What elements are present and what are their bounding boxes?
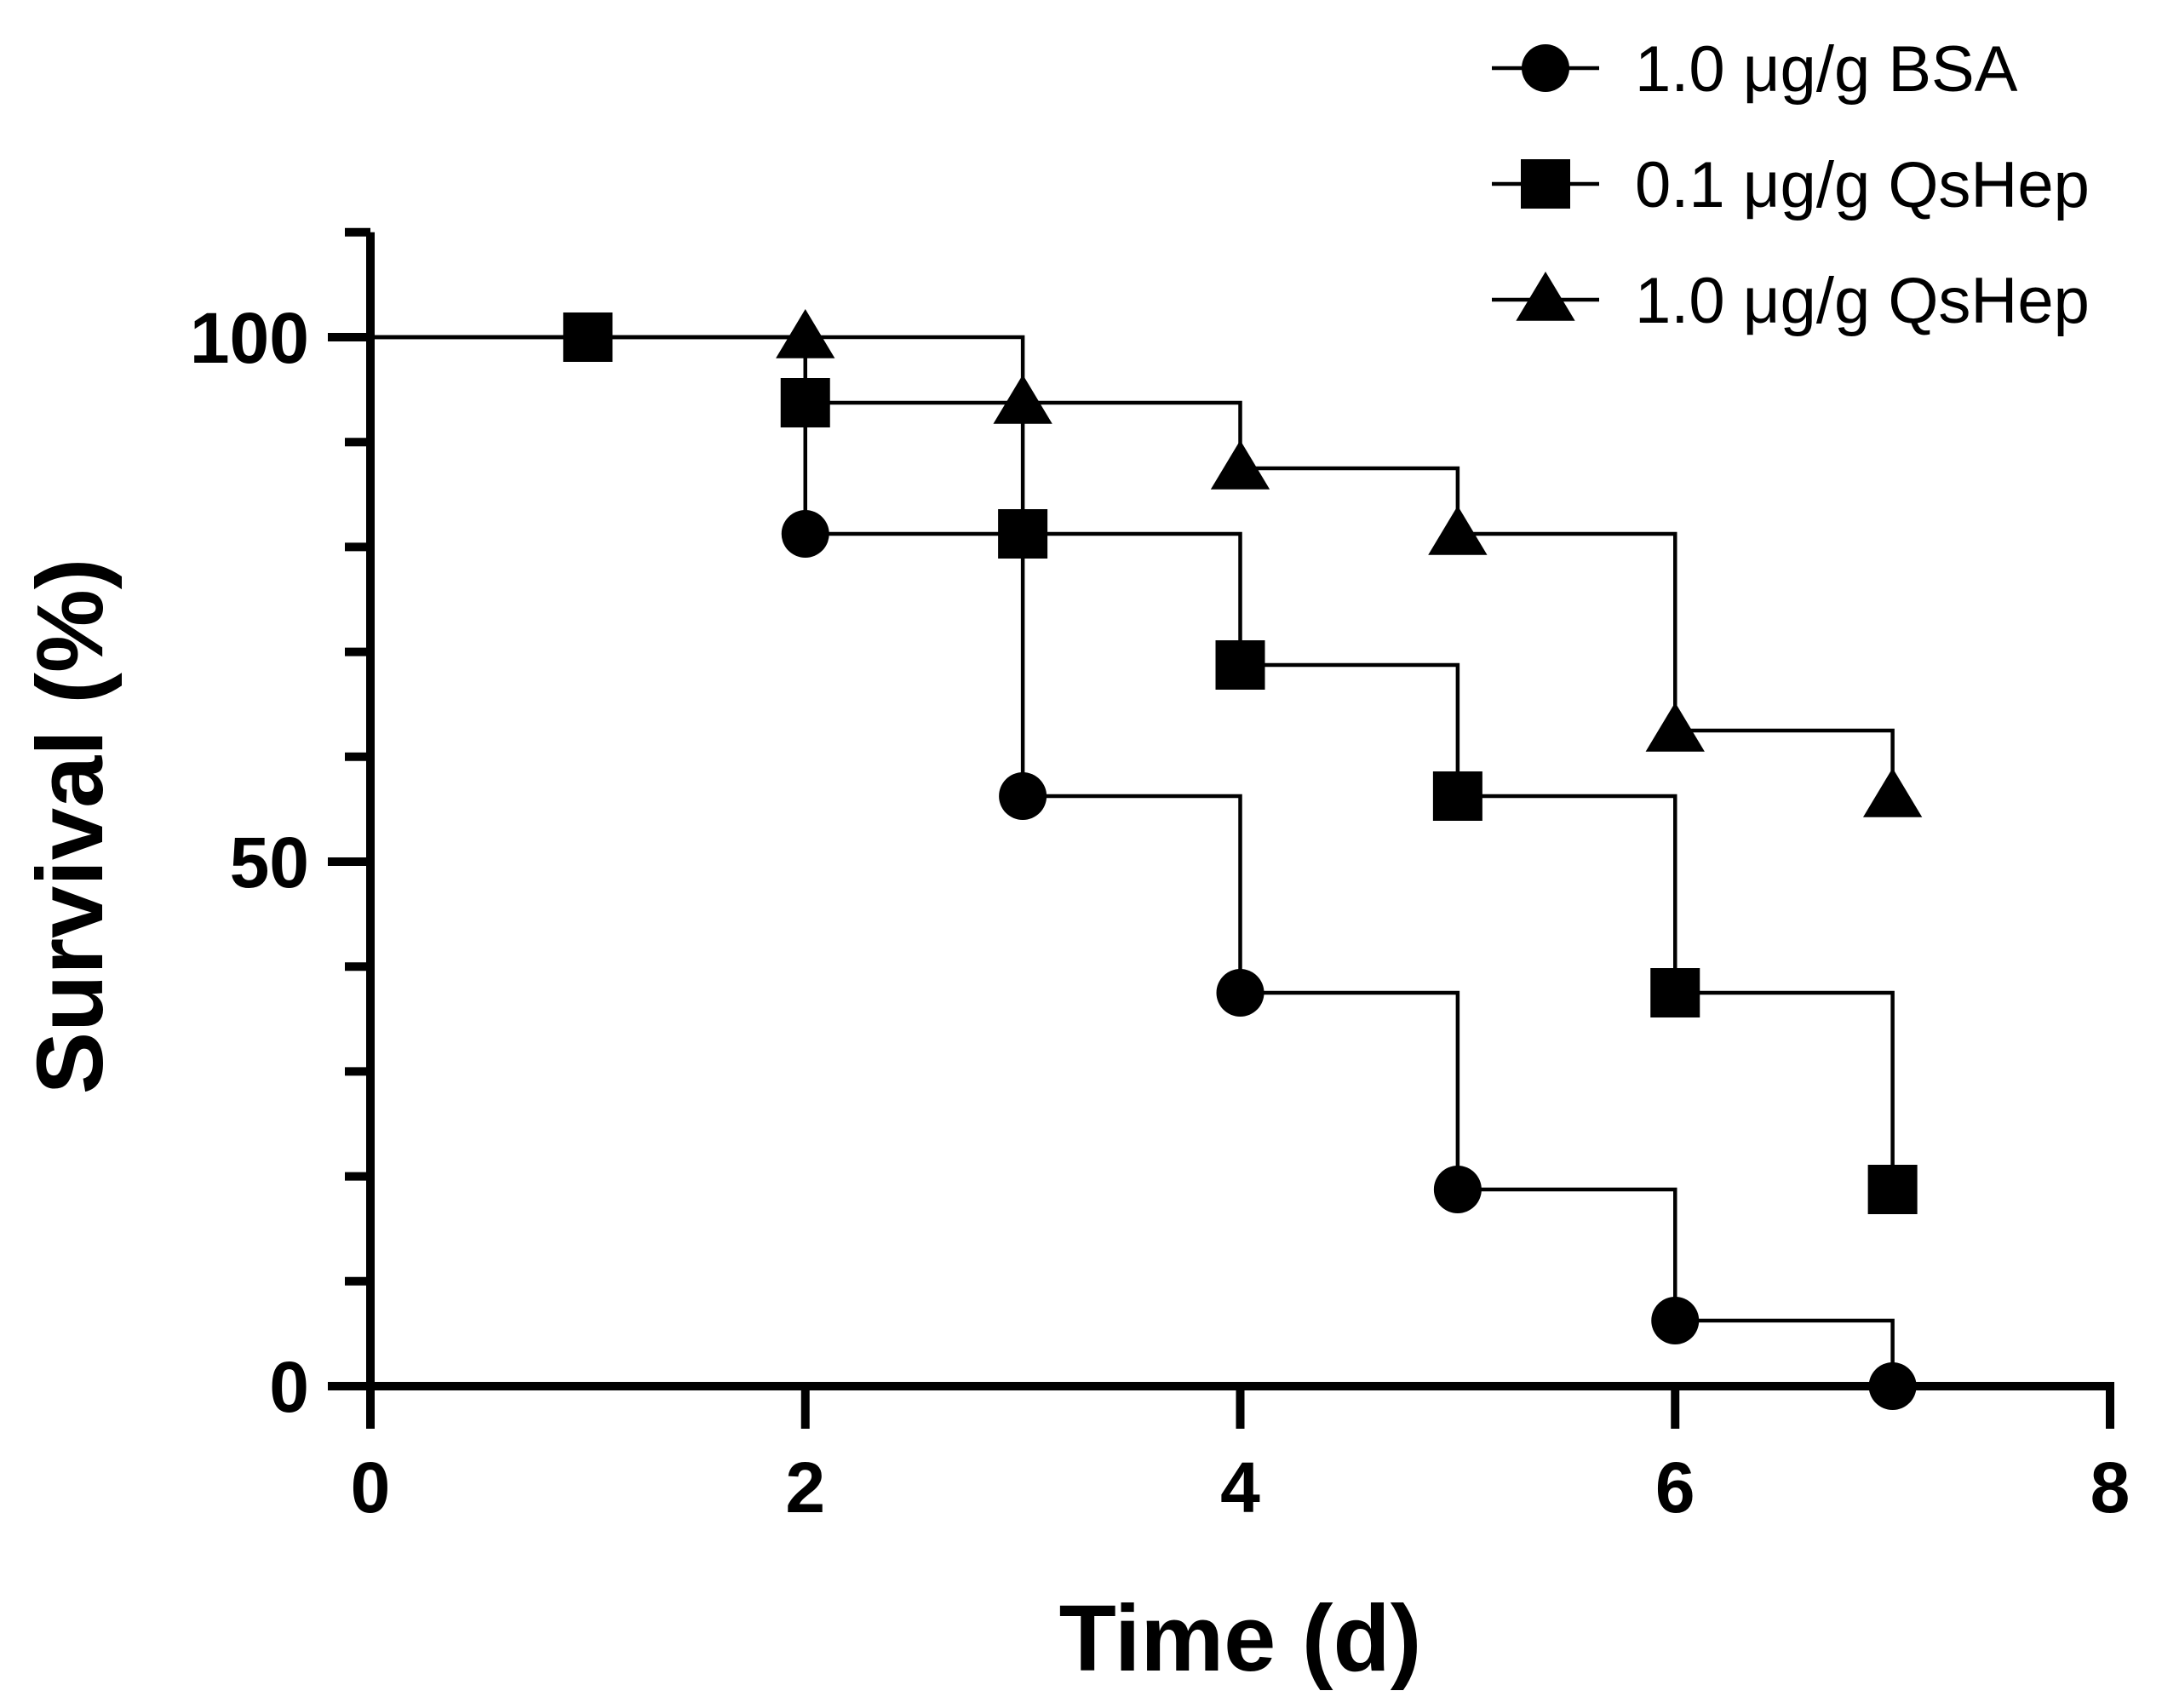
data-point-square <box>780 378 830 427</box>
legend-marker-square <box>1521 159 1570 209</box>
legend-entry: 1.0 μg/g QsHep <box>1492 265 2090 337</box>
data-point-circle <box>999 772 1047 820</box>
y-tick-label: 100 <box>190 298 309 378</box>
series-circle <box>370 313 1917 1410</box>
plot-area <box>370 309 1923 1410</box>
axes: 0 2 4 6 8 0 50 100 <box>190 227 2130 1527</box>
y-tick-label: 50 <box>230 822 309 903</box>
data-point-triangle <box>1645 702 1705 752</box>
series-triangle <box>370 309 1923 817</box>
data-point-circle <box>1651 1297 1700 1344</box>
x-axis-title: Time (d) <box>1059 1586 1422 1691</box>
data-point-square <box>1432 771 1482 821</box>
data-point-square <box>1867 1165 1918 1214</box>
legend-label: 1.0 μg/g BSA <box>1635 33 2018 106</box>
legend-label: 1.0 μg/g QsHep <box>1635 265 2090 337</box>
series-line-square <box>370 335 1895 1189</box>
legend-marker-triangle <box>1516 272 1575 321</box>
x-tick-label: 0 <box>351 1447 391 1527</box>
data-point-circle <box>1433 1166 1482 1213</box>
data-point-triangle <box>993 375 1052 424</box>
series-square <box>370 312 1918 1214</box>
data-point-square <box>1650 968 1700 1017</box>
y-tick-label: 0 <box>269 1347 309 1427</box>
x-tick-label: 4 <box>1220 1447 1260 1527</box>
data-point-square <box>1215 640 1265 690</box>
legend-entry: 0.1 μg/g QsHep <box>1492 149 2090 221</box>
data-point-triangle <box>776 309 835 358</box>
data-point-triangle <box>1210 440 1270 490</box>
data-point-circle <box>1216 969 1265 1017</box>
legend-marker-circle <box>1522 44 1569 92</box>
legend: 1.0 μg/g BSA 0.1 μg/g QsHep 1.0 μg/g QsHep <box>1492 33 2090 337</box>
legend-label: 0.1 μg/g QsHep <box>1635 149 2090 221</box>
data-point-circle <box>781 510 829 558</box>
y-ticks: 0 50 100 <box>190 227 370 1427</box>
data-point-square <box>998 509 1048 559</box>
series-line-circle <box>370 335 1895 1386</box>
y-axis-title: Survival (%) <box>18 559 123 1095</box>
data-point-triangle <box>1862 768 1923 817</box>
data-point-triangle <box>1428 506 1488 555</box>
x-tick-label: 6 <box>1655 1447 1695 1527</box>
legend-entry: 1.0 μg/g BSA <box>1492 33 2018 106</box>
x-tick-label: 8 <box>2090 1447 2130 1527</box>
x-ticks: 0 2 4 6 8 <box>351 1386 2130 1527</box>
x-tick-label: 2 <box>785 1447 825 1527</box>
